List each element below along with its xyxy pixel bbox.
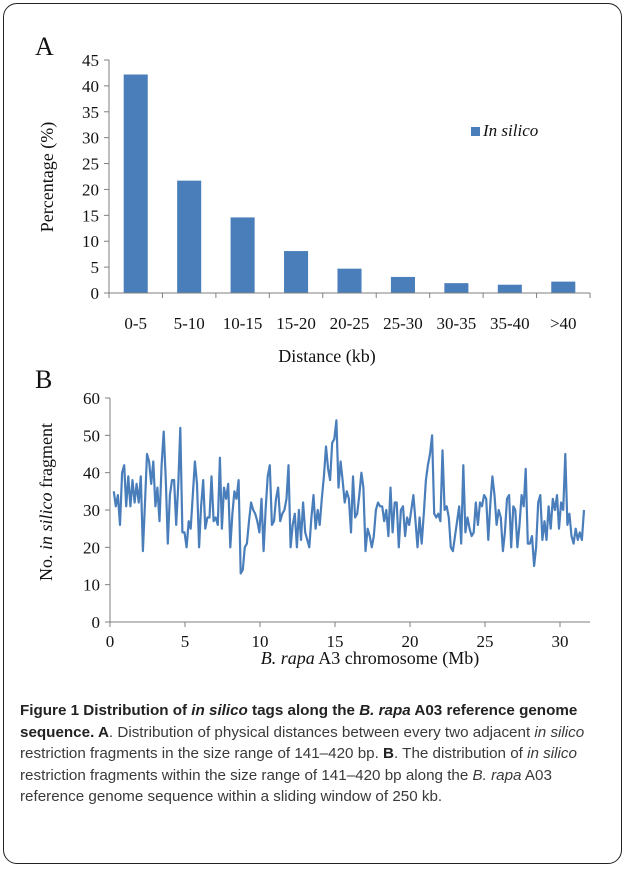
- bar: [230, 217, 255, 293]
- x-tick-label: 20: [402, 632, 419, 651]
- y-tick-label: 45: [82, 51, 99, 70]
- series-line: [112, 419, 586, 575]
- x-tick-label: 30: [552, 632, 569, 651]
- chart-b: B 0 10 20 30 40 50 60 0 5 10 15 20 25 30 B. rapa A3 …: [35, 365, 590, 669]
- x-tick-label: 0: [106, 632, 115, 651]
- y-axis-title: No. in silico fragment: [36, 423, 56, 581]
- y-tick-label: 60: [83, 389, 100, 408]
- x-tick-label: 0-5: [124, 314, 147, 333]
- y-tick-label: 20: [83, 538, 100, 557]
- bar: [551, 281, 576, 293]
- x-tick-label: 10-15: [223, 314, 263, 333]
- panel-a-label: A: [35, 32, 54, 61]
- y-tick-label: 40: [83, 464, 100, 483]
- bar: [337, 268, 362, 293]
- chart-a: A 0 5 10 15 20 25 30 35 40 45 0-5 5-10 10-15 15-20 20…: [35, 32, 591, 367]
- y-tick-label: 35: [82, 103, 99, 122]
- bar: [390, 276, 415, 293]
- y-tick-label: 0: [92, 613, 101, 632]
- x-tick-label: 30-35: [437, 314, 477, 333]
- y-tick-label: 20: [82, 180, 99, 199]
- bar: [284, 251, 309, 293]
- bar: [177, 180, 202, 293]
- bar: [497, 284, 522, 293]
- y-axis-title: Percentage (%): [37, 122, 58, 232]
- y-tick-label: 10: [83, 576, 100, 595]
- caption-label-a: A: [97, 723, 109, 741]
- x-tick-label: >40: [550, 314, 577, 333]
- y-tick-label: 40: [82, 77, 99, 96]
- y-tick-label: 0: [91, 284, 100, 303]
- x-axis-title: Distance (kb): [278, 346, 375, 367]
- caption-label-b: B: [383, 745, 394, 762]
- figure-frame: [3, 3, 622, 864]
- y-tick-label: 5: [91, 258, 100, 277]
- caption-title: Figure 1 Distribution of in silico tags …: [20, 702, 578, 741]
- legend-label: In silico: [482, 121, 538, 140]
- y-tick-label: 30: [83, 501, 100, 520]
- legend-swatch: [471, 127, 480, 136]
- x-tick-label: 15-20: [276, 314, 316, 333]
- panel-b-label: B: [35, 365, 52, 394]
- x-tick-label: 5: [181, 632, 190, 651]
- y-tick-label: 30: [82, 129, 99, 148]
- x-tick-label: 10: [252, 632, 269, 651]
- x-tick-label: 25: [477, 632, 494, 651]
- y-tick-label: 50: [83, 426, 100, 445]
- x-tick-label: 5-10: [174, 314, 205, 333]
- x-tick-label: 15: [327, 632, 344, 651]
- y-tick-label: 10: [82, 232, 99, 251]
- bar: [123, 74, 148, 294]
- y-tick-label: 15: [82, 206, 99, 225]
- figure-caption: Figure 1 Distribution of in silico tags …: [20, 702, 585, 805]
- x-tick-label: 20-25: [330, 314, 370, 333]
- bar: [444, 283, 469, 293]
- x-axis-title: B. rapa A3 chromosome (Mb): [261, 648, 479, 669]
- x-tick-label: 35-40: [490, 314, 530, 333]
- y-tick-label: 25: [82, 155, 99, 174]
- x-tick-label: 25-30: [383, 314, 423, 333]
